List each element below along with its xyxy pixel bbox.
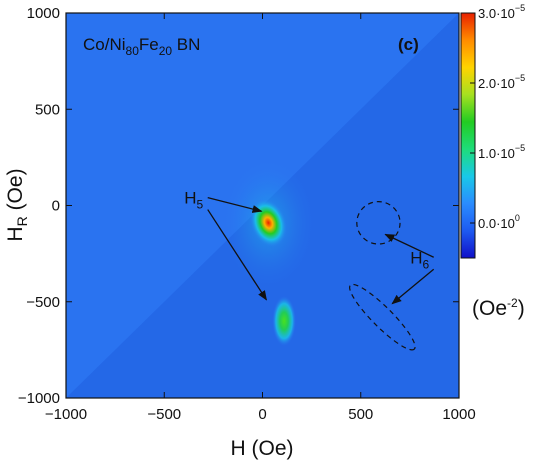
dashed-circle [356,201,401,245]
dashed-ellipse [349,283,416,351]
colorbar-tick-label: 3.0·10−5 [478,3,525,21]
plot-area [65,12,460,399]
x-tick-label: 1000 [442,406,475,423]
y-tick-label: 1000 [27,5,60,22]
y-tick-label: −500 [26,294,60,311]
annotation-label: H6 [410,248,429,271]
x-axis-title: H (Oe) [231,437,294,460]
annotation-arrow [207,209,267,301]
y-axis-title: HR (Oe) [4,168,30,241]
x-tick-label: 0 [258,406,266,423]
annotation-arrow [391,268,435,305]
y-tick-label: −1000 [18,390,60,407]
panel-label: (c) [398,35,419,54]
colorbar: 3.0·10−5 2.0·10−5 1.0·10−5 0.0·100 (Oe-2) [460,3,525,320]
colorbar-tick-label: 0.0·100 [478,213,520,231]
y-tick-label: 500 [35,101,60,118]
y-axis-ticks: −1000 −500 0 500 1000 [18,5,459,407]
annotation-arrow [207,196,263,213]
x-tick-label: −500 [147,406,181,423]
colorbar-tick-label: 2.0·10−5 [478,73,525,91]
dashed-regions [349,201,416,351]
x-axis-ticks: −1000 −500 0 500 1000 [45,13,476,423]
chart-title: Co/Ni80Fe20 BN [83,35,200,58]
colorbar-gradient [460,12,476,259]
heatmap-peak-bottom [272,295,296,347]
x-tick-label: 500 [348,406,373,423]
y-tick-label: 0 [52,198,60,215]
colorbar-ticks: 3.0·10−5 2.0·10−5 1.0·10−5 0.0·100 [470,3,525,231]
x-tick-label: −1000 [45,406,87,423]
colorbar-unit: (Oe-2) [472,296,525,320]
colorbar-tick-label: 1.0·10−5 [478,143,525,161]
annotations: H5 H6 [184,189,435,305]
annotation-arrow [384,233,434,258]
annotation-label: H5 [184,189,203,212]
